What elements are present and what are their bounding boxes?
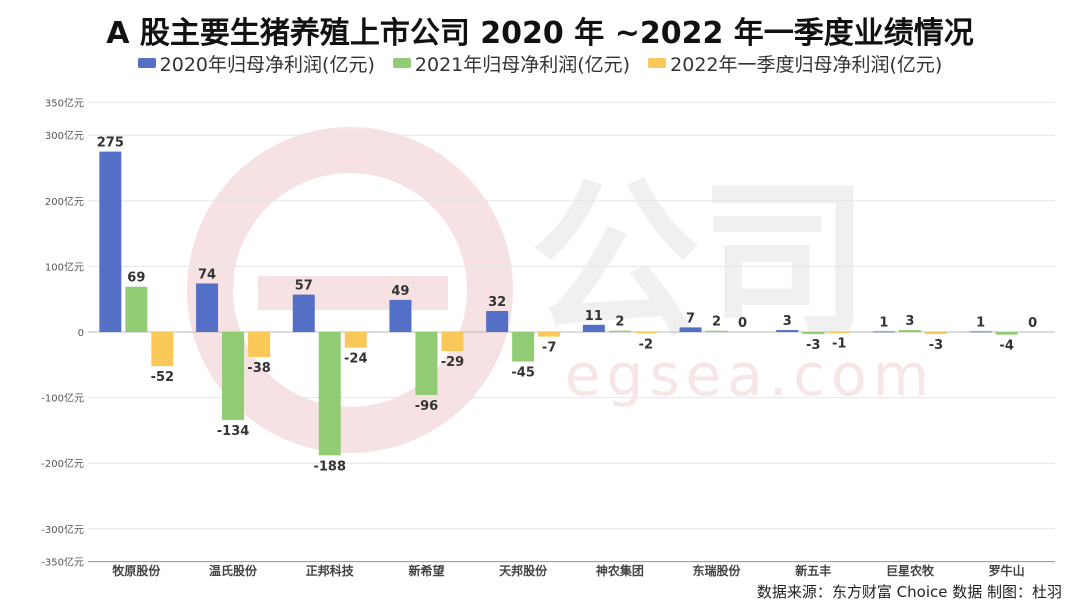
data-label-2022q1-3: -29 (441, 355, 465, 370)
bar-2020-3 (389, 299, 412, 332)
legend-item-2021: 2021年归母净利润(亿元) (392, 50, 631, 77)
bar-2020-1 (196, 283, 219, 332)
y-tick-label-0: 350亿元 (45, 96, 84, 109)
data-label-2022q1-2: -24 (344, 352, 368, 367)
data-label-2021-7: -3 (806, 338, 820, 353)
data-label-2020-0: 275 (97, 136, 124, 151)
bar-2021-3 (415, 332, 438, 395)
data-label-2022q1-5: -2 (639, 337, 653, 352)
data-label-2021-5: 2 (615, 315, 624, 330)
x-tick-label-0: 牧原股份 (112, 563, 161, 578)
legend-swatch-2020 (137, 57, 156, 68)
bar-2022q1-2 (344, 332, 367, 348)
bar-2021-6 (705, 330, 728, 332)
y-tick-label-8: -350亿元 (41, 556, 84, 569)
data-label-2021-0: 69 (127, 271, 145, 286)
bar-2020-2 (292, 294, 315, 332)
x-tick-label-8: 巨星农牧 (886, 563, 935, 578)
data-label-2021-9: -4 (999, 339, 1013, 354)
bar-2022q1-3 (441, 332, 464, 352)
bar-2020-9 (969, 331, 992, 333)
y-tick-label-6: -200亿元 (41, 457, 84, 470)
watermark: 公司 egsea.com (187, 127, 935, 453)
data-label-2020-7: 3 (783, 314, 792, 329)
data-label-2021-1: -134 (217, 424, 250, 439)
bar-2022q1-7 (828, 332, 851, 333)
bar-2022q1-1 (248, 332, 271, 357)
legend-swatch-2022q1 (648, 57, 667, 68)
bar-2020-4 (486, 311, 509, 332)
bar-2021-5 (608, 330, 631, 332)
x-tick-label-7: 新五丰 (795, 563, 831, 578)
bar-layer (99, 151, 1018, 456)
x-tick-label-1: 温氏股份 (209, 563, 258, 578)
y-tick-label-4: 0 (78, 328, 84, 339)
data-label-2021-4: -45 (511, 366, 535, 381)
bar-2021-9 (995, 332, 1018, 335)
data-label-2021-3: -96 (415, 399, 439, 414)
y-tick-label-1: 300亿元 (45, 129, 84, 142)
chart-legend: 2020年归母净利润(亿元) 2021年归母净利润(亿元) 2022年一季度归母… (0, 50, 1080, 77)
y-tick-label-3: 100亿元 (45, 260, 84, 273)
bar-2020-8 (872, 331, 895, 333)
data-label-2022q1-1: -38 (247, 361, 271, 376)
x-tick-label-6: 东瑞股份 (693, 563, 742, 578)
data-label-2022q1-7: -1 (832, 337, 846, 352)
legend-item-2020: 2020年归母净利润(亿元) (137, 50, 375, 77)
y-tick-label-5: -100亿元 (41, 392, 84, 405)
bar-2021-1 (222, 332, 245, 420)
legend-label-2020: 2020年归母净利润(亿元) (159, 54, 375, 76)
bar-2020-7 (776, 330, 799, 332)
x-tick-label-5: 神农集团 (596, 563, 644, 578)
legend-label-2021: 2021年归母净利润(亿元) (414, 54, 631, 76)
y-tick-label-7: -300亿元 (41, 523, 84, 536)
legend-swatch-2021 (392, 57, 411, 68)
legend-label-2022q1: 2022年一季度归母净利润(亿元) (670, 54, 943, 76)
bar-2022q1-0 (151, 332, 174, 367)
bar-2021-8 (898, 330, 921, 332)
x-tick-label-4: 天邦股份 (499, 563, 548, 578)
data-label-2022q1-9: 0 (1028, 316, 1037, 331)
bar-2020-5 (582, 324, 605, 332)
watermark-small-text: egsea.com (565, 341, 935, 409)
x-tick-label-3: 新希望 (408, 563, 444, 578)
x-tick-label-2: 正邦科技 (306, 563, 355, 578)
data-label-2022q1-0: -52 (151, 370, 175, 385)
data-label-2020-2: 57 (295, 279, 313, 294)
data-label-2022q1-8: -3 (929, 338, 943, 353)
bar-2022q1-5 (634, 332, 657, 334)
data-label-2020-9: 1 (976, 315, 985, 330)
label-layer: 275 69 -52 牧原股份 74 -134 -38 温氏股份 57 -188 -24 正邦科技 49… (97, 136, 1037, 578)
data-label-2022q1-4: -7 (542, 341, 556, 356)
bar-2021-2 (318, 332, 341, 456)
data-source-note: 数据来源：东方财富 Choice 数据 制图：杜羽 (756, 583, 1062, 601)
bar-2021-0 (125, 286, 148, 332)
data-label-2021-6: 2 (712, 315, 721, 330)
data-label-2020-1: 74 (198, 267, 216, 282)
data-label-2020-5: 11 (585, 309, 603, 324)
chart-title: A 股主要生猪养殖上市公司 2020 年 ~2022 年一季度业绩情况 (106, 16, 974, 51)
data-label-2020-6: 7 (686, 311, 695, 326)
y-tick-label-2: 200亿元 (45, 195, 84, 208)
bar-2021-4 (512, 332, 535, 362)
bar-2022q1-8 (924, 332, 947, 334)
data-label-2020-8: 1 (879, 315, 888, 330)
bar-2020-0 (99, 151, 122, 332)
data-label-2022q1-6: 0 (738, 316, 747, 331)
legend-item-2022q1: 2022年一季度归母净利润(亿元) (648, 50, 942, 77)
bar-2020-6 (679, 327, 702, 332)
data-label-2020-3: 49 (391, 284, 409, 299)
watermark-logo-bar (258, 276, 448, 310)
data-label-2021-2: -188 (313, 459, 346, 474)
bar-2021-7 (802, 332, 825, 334)
data-label-2021-8: 3 (905, 314, 914, 329)
bar-2022q1-4 (538, 332, 561, 337)
data-label-2020-4: 32 (488, 295, 506, 310)
x-tick-label-9: 罗牛山 (989, 563, 1025, 578)
